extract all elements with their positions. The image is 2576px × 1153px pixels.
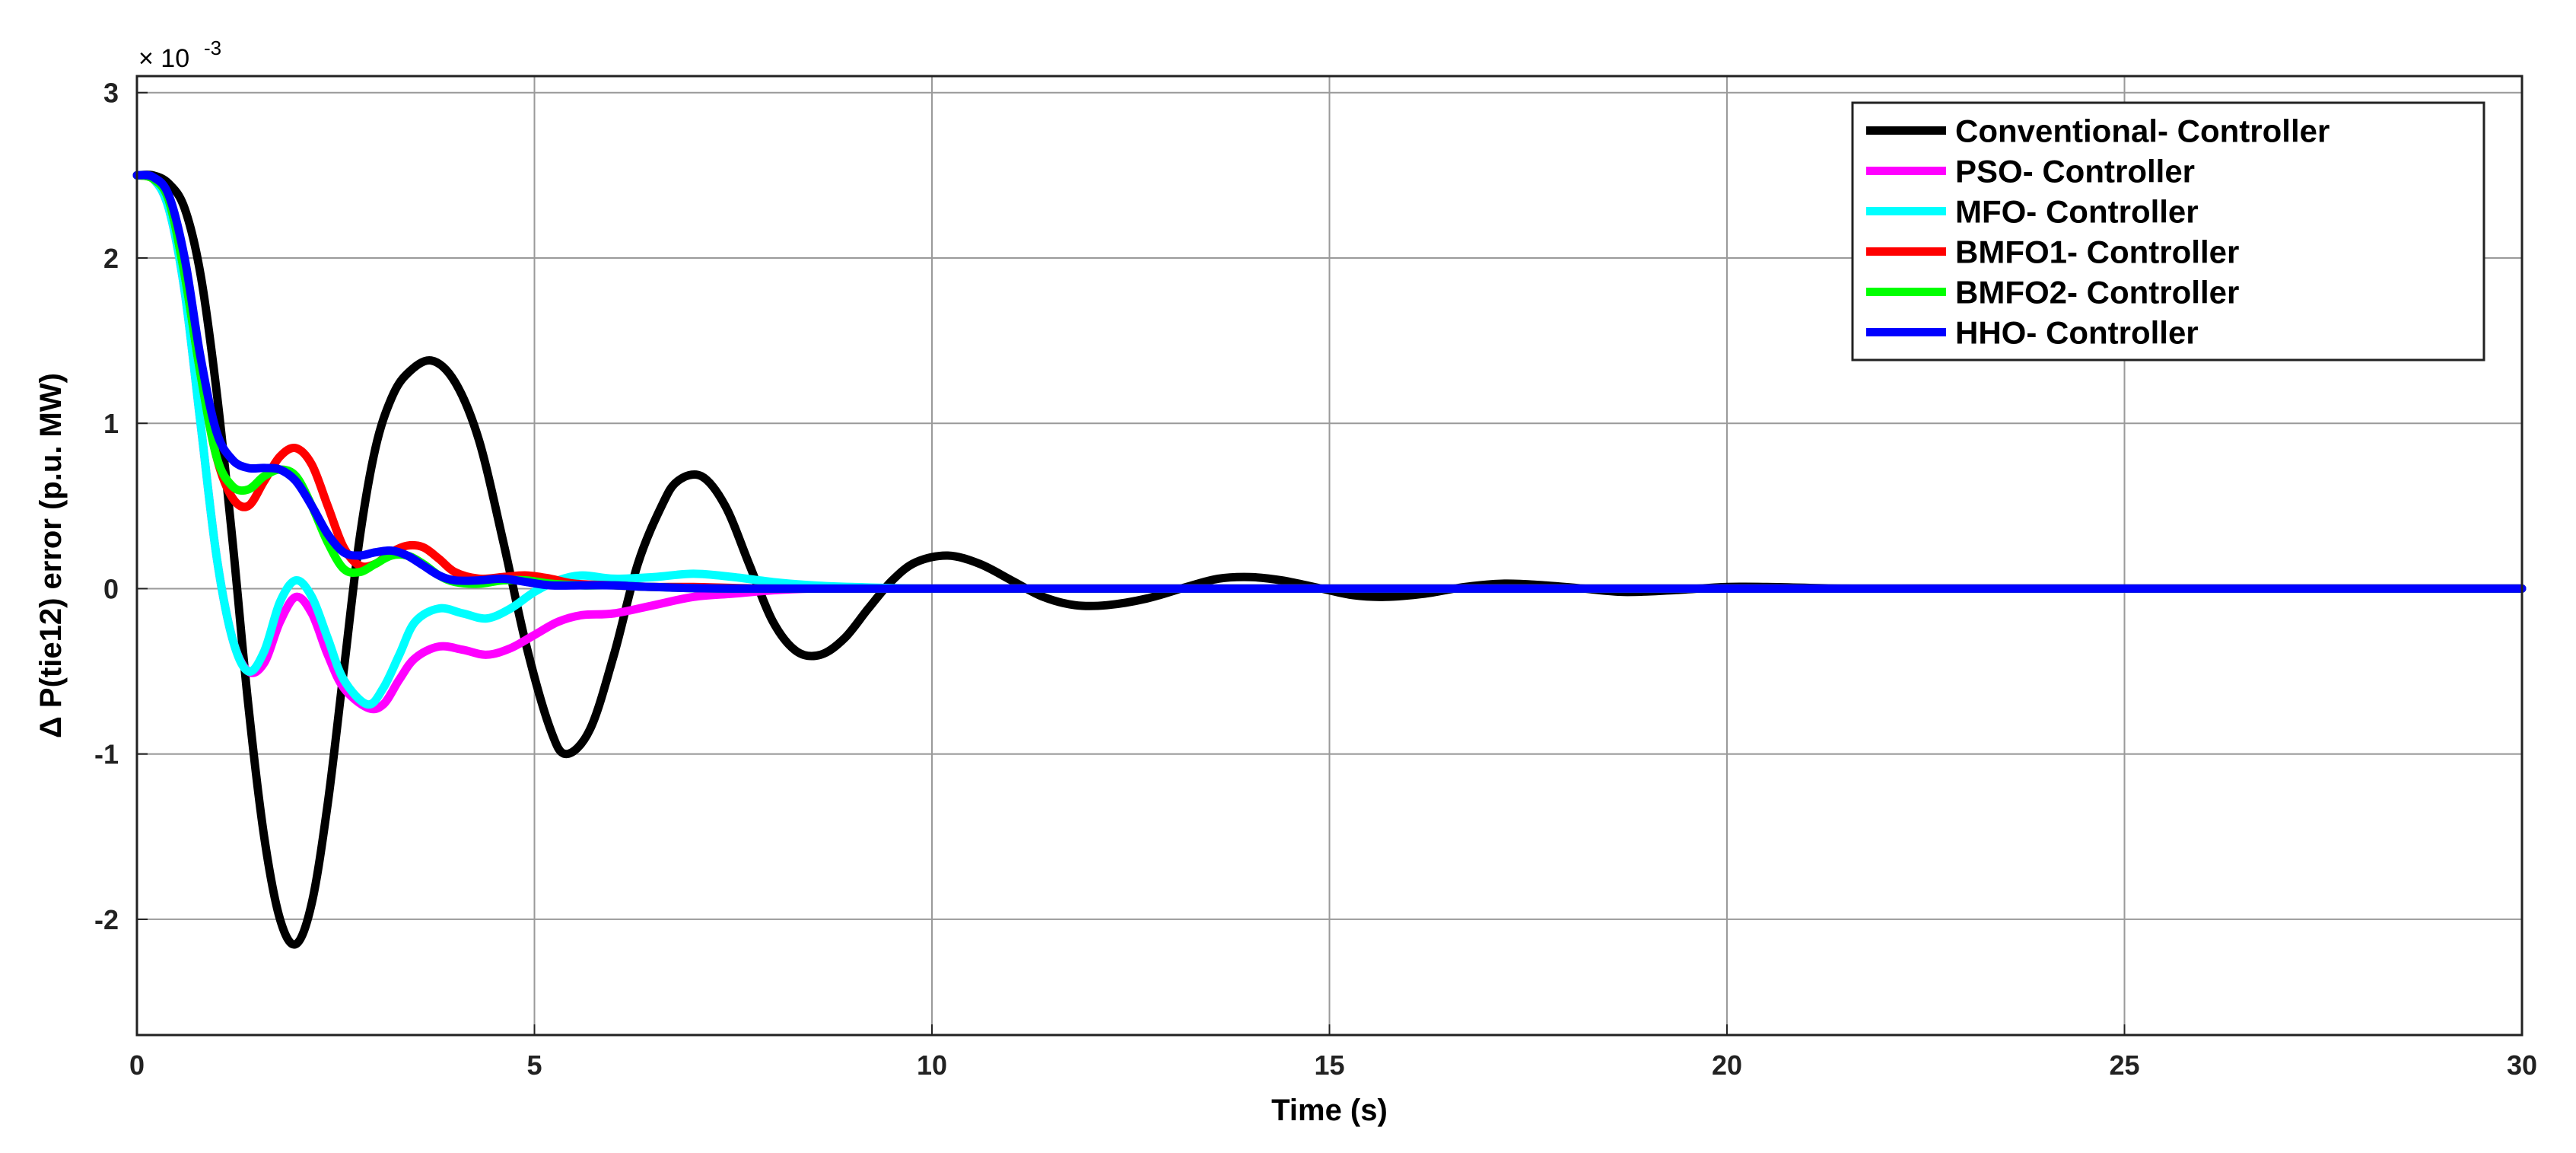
legend-entry: MFO- Controller [1955,194,2199,230]
tick-labels: 0 5 10 15 20 25 30 -2 -1 0 1 2 3 [94,78,2537,1081]
x-tick-label: 5 [526,1049,542,1081]
legend-box [1851,101,2485,362]
legend-entry: HHO- Controller [1955,315,2199,351]
y-tick-label: 3 [103,78,119,109]
y-tick-label: 2 [103,243,119,274]
series-layer [132,170,2527,949]
x-tick-label: 0 [129,1049,145,1081]
legend-entry: Conventional- Controller [1955,113,2330,149]
y-multiplier-exponent: -3 [204,37,221,59]
y-tick-label: 0 [103,573,119,604]
legend-entry: BMFO2- Controller [1955,275,2239,311]
y-axis-title: Δ P(tie12) error (p.u. MW) [34,373,68,738]
legend-entry: PSO- Controller [1955,154,2195,190]
x-tick-label: 15 [1314,1049,1344,1081]
y-tick-label: -1 [94,739,119,770]
x-axis-title: Time (s) [1271,1094,1388,1127]
y-tick-label: -2 [94,904,119,935]
x-tick-label: 25 [2109,1049,2139,1081]
x-tick-label: 30 [2507,1049,2537,1081]
legend-entry: BMFO1- Controller [1955,234,2239,270]
series-line-6 [132,170,2527,594]
x-tick-label: 20 [1712,1049,1742,1081]
y-multiplier: × 10 -3 [138,37,221,73]
grid [136,76,2523,1035]
y-tick-label: 1 [103,408,119,439]
y-multiplier-label: × 10 [138,44,189,73]
x-tick-label: 10 [917,1049,947,1081]
legend: Conventional- Controller PSO- Controller M… [1851,101,2485,362]
plot-area-border [135,75,2524,1037]
